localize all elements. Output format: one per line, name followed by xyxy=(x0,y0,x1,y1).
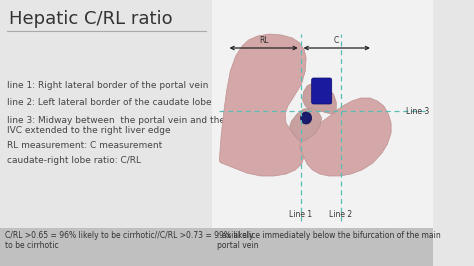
Polygon shape xyxy=(300,98,391,176)
Text: line 3: Midway between  the portal vein and the
IVC extended to the right liver : line 3: Midway between the portal vein a… xyxy=(7,116,225,135)
Text: Line 2: Line 2 xyxy=(329,210,352,219)
Circle shape xyxy=(301,112,311,124)
Text: Line 1: Line 1 xyxy=(289,210,312,219)
Polygon shape xyxy=(302,83,336,114)
Text: : axial slice immediately below the bifurcation of the main
portal vein: : axial slice immediately below the bifu… xyxy=(218,231,441,250)
Text: line 1: Right lateral border of the portal vein: line 1: Right lateral border of the port… xyxy=(7,81,209,90)
Text: C/RL >0.65 = 96% likely to be cirrhotic//C/RL >0.73 = 99% likely
to be cirrhotic: C/RL >0.65 = 96% likely to be cirrhotic/… xyxy=(5,231,253,250)
Bar xyxy=(0,0,212,266)
Polygon shape xyxy=(290,108,322,141)
Bar xyxy=(212,0,433,266)
Text: RL measurement: C measurement: RL measurement: C measurement xyxy=(7,141,163,150)
Text: caudate-right lobe ratio: C/RL: caudate-right lobe ratio: C/RL xyxy=(7,156,141,165)
Text: Hepatic C/RL ratio: Hepatic C/RL ratio xyxy=(9,10,173,28)
Text: RL: RL xyxy=(259,36,268,45)
Bar xyxy=(0,228,433,266)
Polygon shape xyxy=(219,34,306,176)
Text: line 2: Left lateral border of the caudate lobe: line 2: Left lateral border of the cauda… xyxy=(7,98,212,107)
FancyBboxPatch shape xyxy=(311,78,332,104)
Text: Line 3: Line 3 xyxy=(406,106,429,115)
Text: C: C xyxy=(334,36,339,45)
